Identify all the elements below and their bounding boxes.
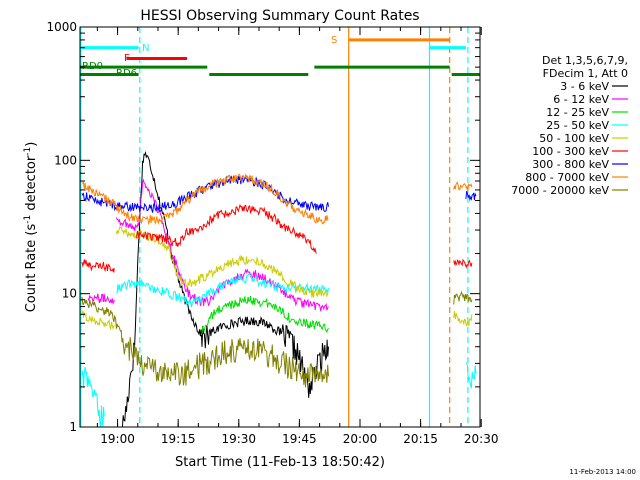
plot-area: N F RD0 RD6 S 19:00 19:15 19:30 19:45 20:00 20:15… [46,20,498,446]
legend-label-7: 300 - 800 keV [532,158,609,171]
y-tick-label-10: 10 [62,287,77,301]
legend: Det 1,3,5,6,7,9,FDecim 1, Att 03 - 6 keV… [511,54,628,197]
flag-n-label: N [142,43,149,54]
series-6-segment-3 [453,258,473,269]
y-axis-label: Count Rate (s-1 detector-1) [23,142,39,313]
y-axis-label-mid: detector [24,155,39,215]
y-axis-label-main: Count Rate (s [24,224,39,313]
series-4-segment-3 [465,362,477,390]
legend-label-1: 3 - 6 keV [560,80,609,93]
chart-title: HESSI Observing Summary Count Rates [140,8,419,24]
x-tick-label-1915: 19:15 [161,432,196,446]
legend-label-8: 800 - 7000 keV [525,171,609,184]
legend-label-6: 100 - 300 keV [532,145,609,158]
legend-header-2: FDecim 1, Att 0 [543,67,628,80]
y-axis-label-end: ) [24,142,39,147]
legend-label-3: 12 - 25 keV [546,106,609,119]
x-axis-ticks: 19:00 19:15 19:30 19:45 20:00 20:15 20:30 [96,27,499,446]
x-tick-label-1945: 19:45 [282,432,317,446]
series-7-segment-2 [465,190,477,202]
legend-label-5: 50 - 100 keV [539,132,609,145]
x-tick-label-2030: 20:30 [464,432,499,446]
flag-rd0-label: RD0 [82,61,103,72]
y-tick-label-100: 100 [54,153,77,167]
y-tick-label-1: 1 [69,420,77,434]
series-1-segment-1 [121,150,329,428]
y-axis-ticks: 1 10 100 1000 [46,20,480,434]
y-axis-label-sup1: -1 [23,215,33,224]
flag-s-label: S [331,35,337,46]
x-axis-label: Start Time (11-Feb-13 18:50:42) [175,455,385,470]
state-flags: N F RD0 RD6 S [80,35,480,79]
series-9-segment-1 [81,297,329,388]
series-8-segment-2 [453,181,473,191]
series-4-segment-1 [81,366,105,428]
flag-rd6-label: RD6 [116,68,137,79]
series-6-segment-1 [81,259,115,273]
series-5-segment-1 [81,310,115,330]
series-8-segment-1 [81,173,329,226]
legend-label-2: 6 - 12 keV [553,93,609,106]
x-tick-label-2000: 20:00 [343,432,378,446]
x-tick-label-2015: 20:15 [403,432,438,446]
legend-label-9: 7000 - 20000 keV [511,184,609,197]
legend-header-1: Det 1,3,5,6,7,9, [542,54,628,67]
series-9-segment-2 [453,290,473,305]
legend-label-4: 25 - 50 keV [546,119,609,132]
series-6-segment-2 [136,203,317,254]
x-tick-label-1930: 19:30 [221,432,256,446]
plot-frame [79,26,481,428]
series-2-segment-1 [87,293,115,305]
series-5-segment-2 [115,226,329,299]
flag-f-label: F [124,53,130,64]
y-axis-label-sup2: -1 [23,147,33,156]
y-tick-label-1000: 1000 [46,20,77,34]
series-5-segment-3 [453,310,473,327]
vertical-markers [80,27,469,427]
footer-date: 11-Feb-2013 14:00 [569,468,636,476]
data-series [81,150,477,428]
x-tick-label-1900: 19:00 [100,432,135,446]
series-3-segment-1 [200,295,329,336]
